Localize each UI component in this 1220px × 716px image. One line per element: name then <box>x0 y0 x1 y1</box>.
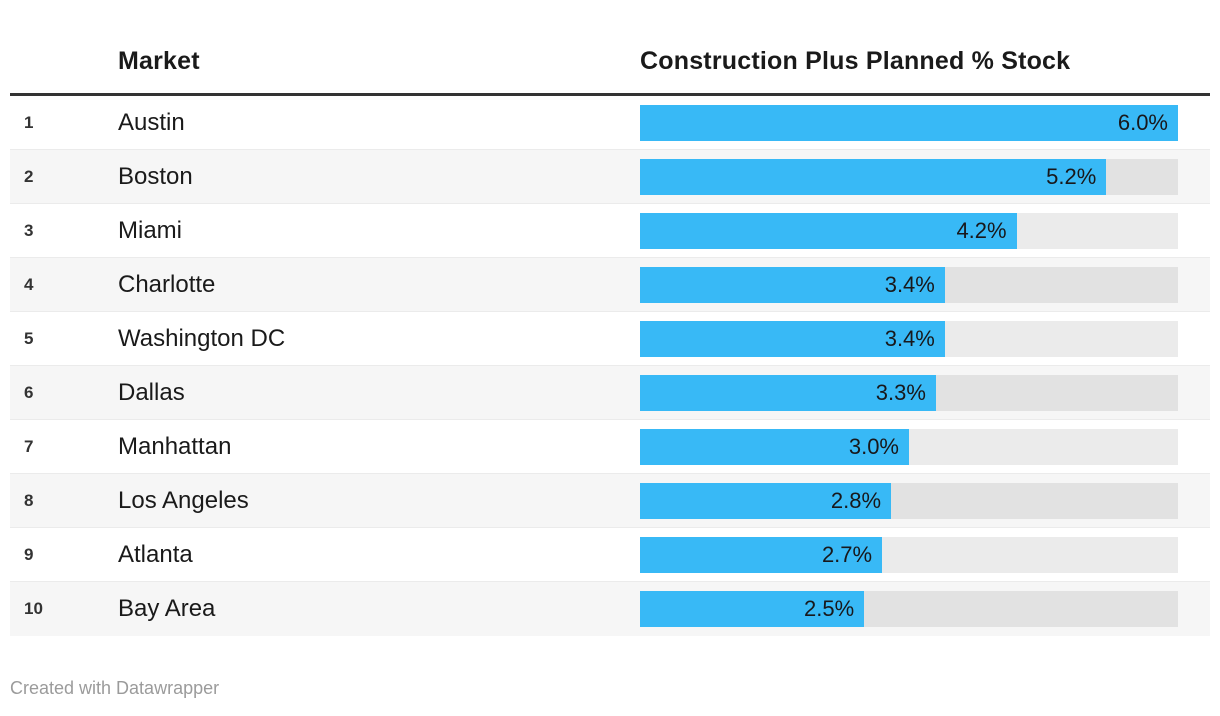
value-bar: 6.0% <box>640 104 1178 141</box>
table-row: 10 Bay Area 2.5% <box>10 582 1210 636</box>
bar-track: 5.2% <box>640 158 1178 195</box>
table-row: 9 Atlanta 2.7% <box>10 528 1210 582</box>
bar-value-label: 6.0% <box>1117 109 1168 135</box>
value-bar: 3.3% <box>640 374 936 411</box>
bar-track: 4.2% <box>640 212 1178 249</box>
market-name: Boston <box>118 162 193 190</box>
market-name: Manhattan <box>118 432 232 460</box>
bar-track: 2.5% <box>640 591 1178 627</box>
row-rank: 9 <box>24 544 34 564</box>
market-name: Miami <box>118 216 182 244</box>
market-column-header: Market <box>118 47 200 75</box>
bar-track: 3.3% <box>640 374 1178 411</box>
value-bar: 3.0% <box>640 428 909 465</box>
bar-value-label: 3.3% <box>875 379 926 405</box>
table-row: 7 Manhattan 3.0% <box>10 420 1210 474</box>
row-rank: 4 <box>24 274 34 294</box>
datawrapper-credit-link[interactable]: Created with Datawrapper <box>10 678 220 698</box>
market-name: Los Angeles <box>118 486 249 514</box>
table-row: 5 Washington DC 3.4% <box>10 312 1210 366</box>
market-name: Austin <box>118 108 185 136</box>
bar-track: 2.8% <box>640 482 1178 519</box>
table-row: 8 Los Angeles 2.8% <box>10 474 1210 528</box>
market-name: Charlotte <box>118 270 216 298</box>
ranked-bar-table: Market Construction Plus Planned % Stock… <box>10 0 1210 636</box>
row-rank: 6 <box>24 382 34 402</box>
row-rank: 2 <box>24 166 34 186</box>
bar-value-label: 2.5% <box>804 596 855 621</box>
bar-track: 3.4% <box>640 266 1178 303</box>
table-header-row: Market Construction Plus Planned % Stock <box>10 0 1210 96</box>
market-name: Atlanta <box>118 540 193 568</box>
bar-value-label: 3.4% <box>884 271 935 297</box>
value-bar: 2.8% <box>640 482 892 519</box>
bar-value-label: 3.4% <box>884 325 935 351</box>
bar-track: 3.0% <box>640 428 1178 465</box>
bar-value-label: 2.7% <box>821 541 873 567</box>
row-rank: 5 <box>24 328 34 348</box>
row-rank: 10 <box>24 599 43 618</box>
row-rank: 1 <box>24 112 34 132</box>
market-name: Bay Area <box>118 595 216 622</box>
table-row: 6 Dallas 3.3% <box>10 366 1210 420</box>
table-row: 1 Austin 6.0% <box>10 96 1210 150</box>
bar-track: 2.7% <box>640 536 1178 573</box>
value-bar: 3.4% <box>640 266 945 303</box>
value-bar: 2.5% <box>640 591 865 627</box>
value-bar: 4.2% <box>640 212 1017 249</box>
value-bar: 5.2% <box>640 158 1107 195</box>
bar-value-label: 2.8% <box>830 487 882 513</box>
value-column-header: Construction Plus Planned % Stock <box>640 47 1071 75</box>
bar-value-label: 5.2% <box>1046 163 1097 189</box>
row-rank: 8 <box>24 490 34 510</box>
value-bar: 3.4% <box>640 320 945 357</box>
bar-track: 3.4% <box>640 320 1178 357</box>
bar-value-label: 3.0% <box>848 433 899 459</box>
value-bar: 2.7% <box>640 536 883 573</box>
table-row: 3 Miami 4.2% <box>10 204 1210 258</box>
table-row: 4 Charlotte 3.4% <box>10 258 1210 312</box>
bar-value-label: 4.2% <box>956 217 1007 243</box>
bar-track: 6.0% <box>640 104 1178 141</box>
table-body: 1 Austin 6.0% 2 Boston 5.2% 3 Miami <box>10 96 1210 636</box>
table-row: 2 Boston 5.2% <box>10 150 1210 204</box>
market-name: Dallas <box>118 378 185 406</box>
market-name: Washington DC <box>118 324 286 352</box>
row-rank: 7 <box>24 436 34 456</box>
row-rank: 3 <box>24 220 34 240</box>
